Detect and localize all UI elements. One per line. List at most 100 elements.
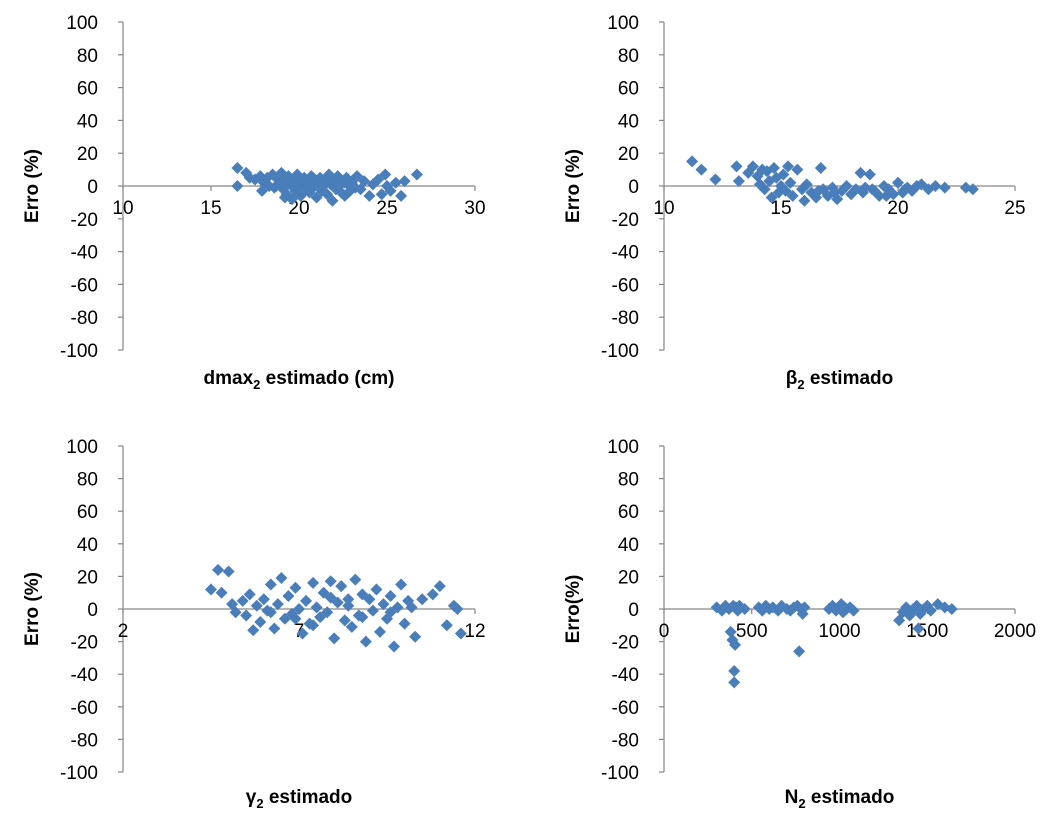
data-point — [271, 598, 284, 611]
data-point — [231, 180, 244, 192]
y-tick-label: 20 — [77, 567, 98, 588]
data-point — [814, 161, 827, 174]
y-tick-label: 0 — [87, 177, 98, 198]
y-tick-label: 60 — [77, 79, 98, 100]
x-tick-label: 2 — [118, 621, 129, 642]
data-point — [328, 632, 341, 645]
y-tick-label: -40 — [612, 243, 639, 264]
data-point — [798, 601, 811, 614]
y-tick-label: -60 — [612, 698, 639, 719]
data-point — [880, 189, 893, 202]
y-tick-label: 0 — [628, 600, 639, 621]
data-point — [784, 176, 797, 189]
x-tick-label: 10 — [112, 198, 133, 219]
data-point — [840, 180, 853, 192]
data-point — [307, 576, 320, 589]
data-point — [398, 175, 411, 188]
x-tick-label: 12 — [464, 621, 485, 642]
y-tick-label: 80 — [618, 470, 639, 491]
scatter-plot-svg: 100 80 60 40 20 0 -20 -40 -60 -80 -100 10 15 20 25 Erro… — [563, 13, 1026, 392]
data-point — [931, 598, 944, 611]
data-point — [863, 168, 876, 181]
y-tick-label: -60 — [71, 698, 98, 719]
data-point — [222, 565, 235, 578]
x-tick-label: 15 — [770, 198, 791, 219]
data-point — [384, 606, 397, 619]
y-tick-label: -40 — [612, 665, 639, 686]
x-tick-label: 25 — [1004, 198, 1025, 219]
data-point — [231, 161, 244, 174]
y-tick-label: 40 — [77, 535, 98, 556]
y-tick-label: 60 — [618, 502, 639, 523]
data-point — [798, 194, 811, 207]
data-point — [289, 612, 302, 625]
data-point — [426, 588, 439, 601]
data-point — [342, 599, 355, 612]
data-point — [777, 168, 790, 181]
data-point — [416, 593, 429, 606]
data-point — [398, 617, 411, 630]
data-point — [310, 601, 323, 614]
data-point — [268, 622, 281, 635]
data-point — [377, 598, 390, 611]
y-tick-label: -80 — [612, 730, 639, 751]
y-tick-label: 100 — [607, 13, 639, 34]
data-point — [379, 168, 392, 181]
x-tick-label: 500 — [736, 621, 768, 642]
data-point — [356, 611, 369, 624]
data-point — [257, 593, 270, 606]
data-point — [945, 603, 958, 615]
data-point — [363, 189, 376, 202]
scatter-panel-1: 100 80 60 40 20 0 -20 -40 -60 -80 -100 10 15 20 25 30 Er… — [0, 0, 523, 400]
y-tick-label: 0 — [87, 600, 98, 621]
data-point — [363, 593, 376, 606]
data-point — [345, 620, 358, 633]
scatter-panel-2: 100 80 60 40 20 0 -20 -40 -60 -80 -100 10 15 20 25 Erro… — [523, 0, 1046, 400]
data-point — [236, 594, 249, 607]
data-point — [709, 173, 722, 186]
x-tick-label: 30 — [464, 198, 485, 219]
data-point — [370, 583, 383, 596]
data-point — [915, 178, 928, 191]
y-tick-label: 80 — [77, 46, 98, 67]
x-tick-label: 10 — [653, 198, 674, 219]
data-point — [782, 160, 795, 173]
data-point — [264, 578, 277, 591]
data-point — [264, 606, 277, 619]
data-point — [767, 161, 780, 174]
data-point — [395, 578, 408, 591]
data-point — [240, 609, 253, 622]
data-point — [275, 572, 288, 585]
data-point — [856, 186, 869, 199]
data-point — [247, 624, 260, 637]
data-point — [388, 640, 401, 653]
data-point — [410, 168, 423, 181]
data-point — [356, 588, 369, 601]
data-point — [296, 627, 309, 640]
data-point — [307, 171, 320, 184]
data-point — [854, 166, 867, 179]
data-point — [454, 627, 467, 640]
y-tick-label: 40 — [77, 111, 98, 132]
data-point — [731, 604, 744, 617]
data-point — [772, 186, 785, 199]
x-axis-label: β2 estimado — [786, 368, 894, 392]
data-point — [730, 160, 743, 173]
x-axis-label: dmax2 estimado (cm) — [204, 368, 395, 392]
data-point — [765, 191, 778, 204]
x-tick-label: 0 — [659, 621, 670, 642]
data-point — [373, 625, 386, 638]
y-tick-label: -20 — [612, 210, 639, 231]
y-axis-label: Erro (%) — [22, 149, 43, 223]
data-point — [724, 625, 737, 638]
data-point — [358, 175, 371, 188]
data-point — [307, 619, 320, 632]
data-point — [331, 596, 344, 609]
y-tick-label: 60 — [77, 502, 98, 523]
y-tick-label: -80 — [612, 308, 639, 329]
data-point — [912, 622, 925, 635]
data-point — [800, 178, 813, 191]
data-point — [342, 593, 355, 606]
data-point — [409, 630, 422, 643]
